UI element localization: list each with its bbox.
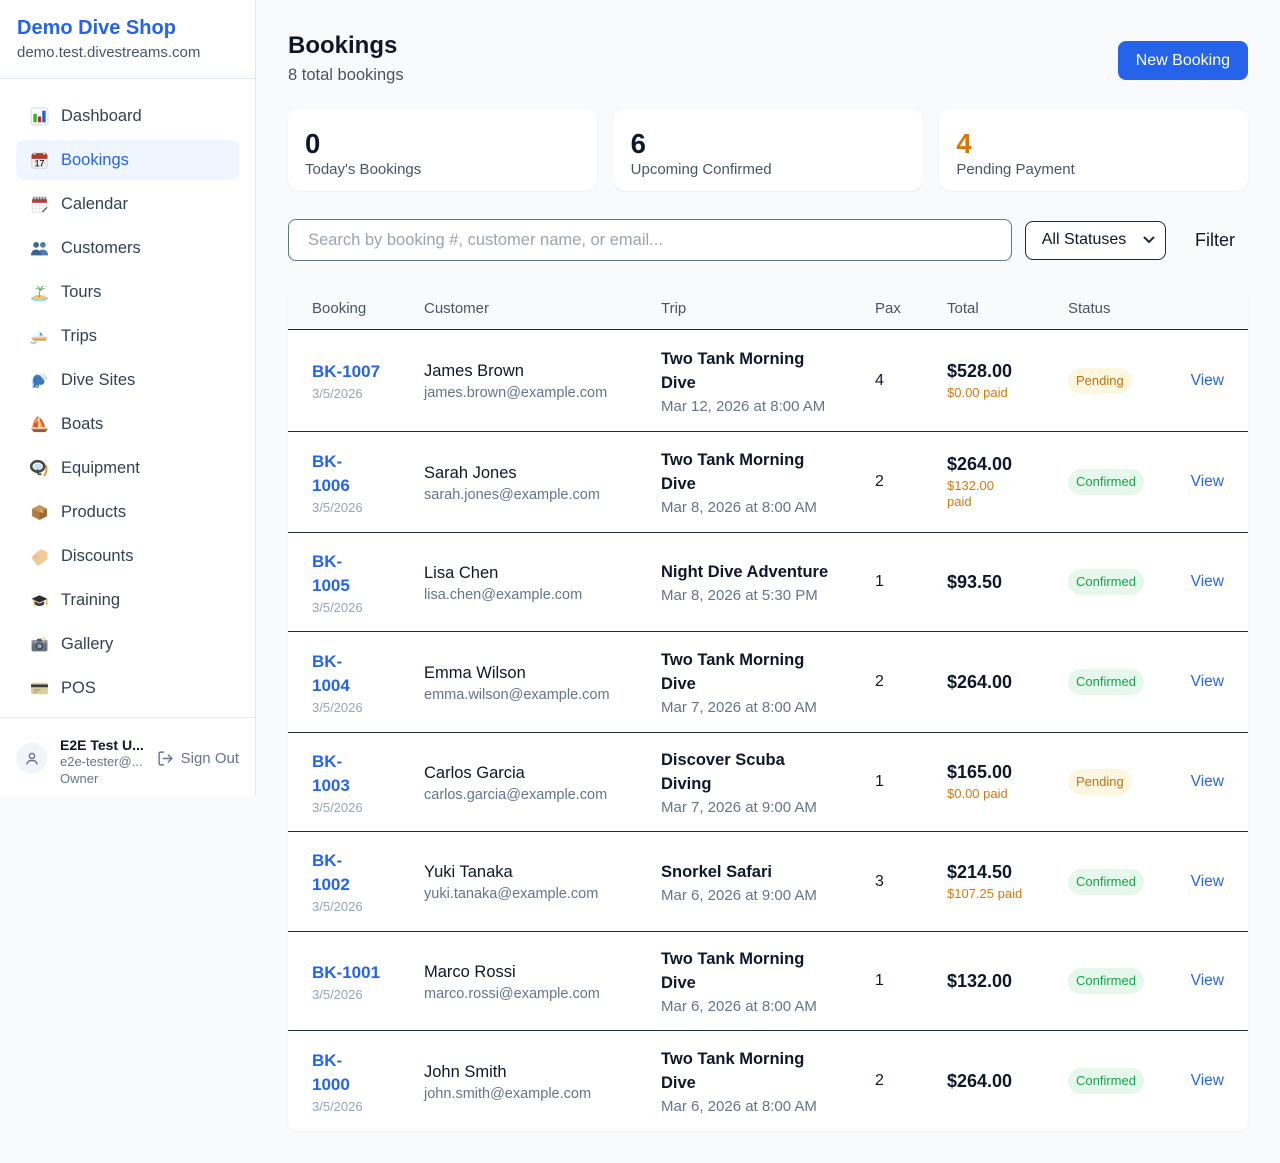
svg-text:17: 17 xyxy=(35,158,45,168)
